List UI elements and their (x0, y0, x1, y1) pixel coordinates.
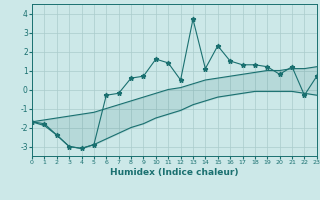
X-axis label: Humidex (Indice chaleur): Humidex (Indice chaleur) (110, 168, 239, 177)
